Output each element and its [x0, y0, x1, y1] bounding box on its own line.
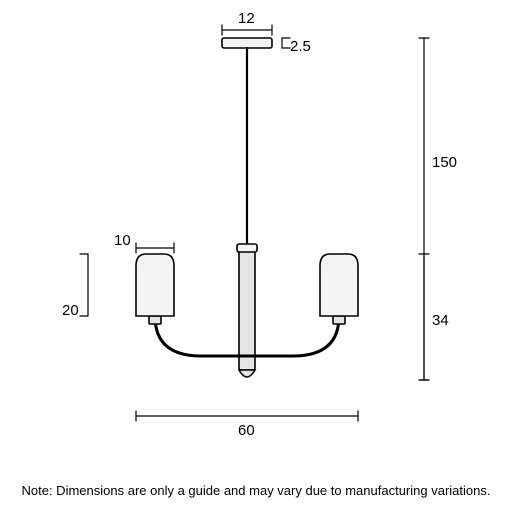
dim-shade-width: 10	[114, 232, 131, 249]
footnote: Note: Dimensions are only a guide and ma…	[0, 483, 512, 498]
dim-canopy-width: 12	[238, 10, 255, 27]
diagram-svg	[0, 0, 512, 512]
dim-canopy-height: 2.5	[290, 38, 311, 55]
dim-lower-height: 34	[432, 312, 449, 329]
dim-shade-height: 20	[62, 302, 79, 319]
diagram-canvas: 12 2.5 150 10 20 34 60 Note: Dimensions …	[0, 0, 512, 512]
dim-span-width: 60	[238, 422, 255, 439]
dim-overall-height: 150	[432, 154, 457, 171]
